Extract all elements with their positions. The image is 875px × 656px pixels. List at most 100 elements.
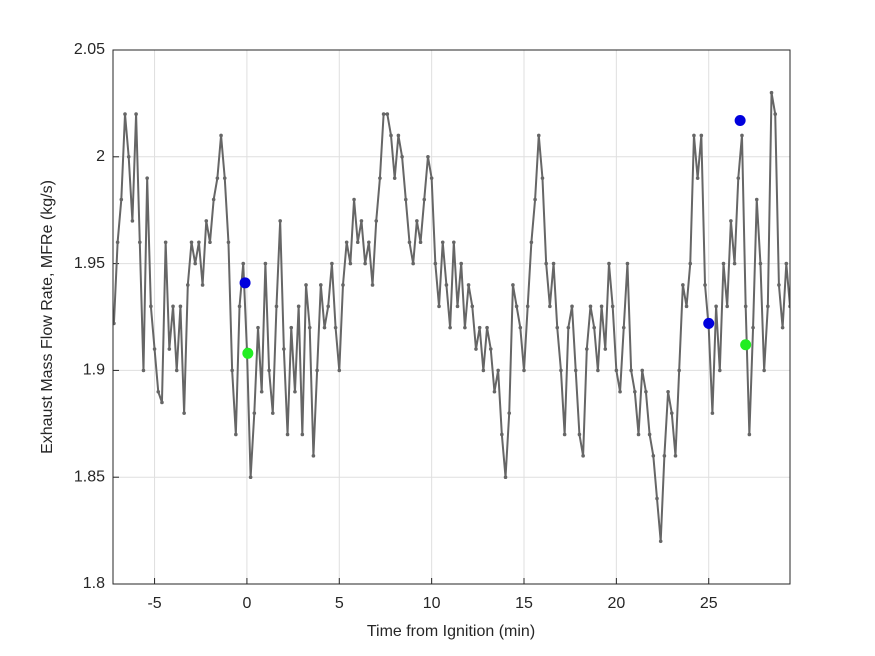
data-point (167, 347, 172, 351)
data-point (215, 176, 220, 180)
data-point (178, 304, 183, 309)
y-tick-label: 1.95 (74, 255, 105, 272)
data-point (418, 240, 423, 245)
data-point (389, 133, 393, 138)
data-point (123, 112, 127, 116)
data-point (559, 368, 563, 373)
data-point (330, 261, 334, 266)
data-point (566, 325, 571, 330)
data-point (374, 219, 379, 223)
data-point (507, 411, 512, 415)
data-point (322, 325, 327, 330)
data-point (352, 197, 356, 202)
data-point (211, 197, 216, 202)
data-point (396, 133, 401, 138)
data-point (259, 389, 264, 394)
data-point (688, 261, 693, 266)
data-point (666, 389, 670, 394)
data-point (599, 304, 604, 309)
data-point (511, 283, 515, 287)
data-point (729, 219, 733, 223)
data-point (596, 368, 600, 373)
data-point (743, 304, 748, 309)
data-point (525, 304, 530, 309)
y-tick-label: 1.9 (83, 362, 105, 379)
data-point (304, 283, 308, 287)
highlight-point (734, 114, 746, 126)
x-tick-label: 10 (423, 595, 441, 612)
data-point (149, 304, 153, 309)
data-point (610, 304, 615, 309)
data-point (754, 197, 759, 202)
x-tick-label: 25 (700, 595, 718, 612)
y-tick-label: 1.8 (83, 575, 105, 592)
data-point (585, 347, 589, 351)
data-point (444, 283, 449, 287)
data-point (692, 133, 696, 138)
y-tick-label: 2 (96, 148, 105, 165)
data-point (562, 432, 567, 437)
y-axis-label: Exhaust Mass Flow Rate, MFRe (kg/s) (39, 180, 56, 454)
data-point (186, 283, 190, 287)
data-point (359, 219, 364, 223)
data-point (289, 325, 294, 330)
data-point (171, 304, 175, 309)
data-point (618, 389, 622, 394)
series-line (113, 91, 790, 543)
data-point (636, 432, 641, 437)
data-point (780, 325, 785, 330)
data-point (481, 368, 486, 373)
data-point (662, 454, 667, 458)
data-point (319, 283, 323, 287)
data-point (725, 304, 729, 309)
data-point (115, 240, 120, 245)
data-point (113, 321, 116, 326)
axes-box (112, 49, 791, 585)
data-point (130, 219, 135, 223)
data-point (529, 240, 534, 245)
data-point (614, 368, 619, 373)
data-point (270, 411, 275, 415)
x-tick-label: 0 (242, 595, 251, 612)
data-point (551, 261, 556, 266)
data-point (440, 240, 445, 245)
data-point (263, 261, 268, 266)
data-point (522, 368, 526, 373)
data-point (219, 133, 223, 138)
data-point (208, 240, 212, 245)
data-point (315, 368, 319, 373)
data-point (455, 304, 460, 309)
data-point (714, 304, 718, 309)
y-tick-label: 2.05 (74, 41, 105, 58)
data-point (152, 347, 157, 351)
data-point (573, 368, 578, 373)
data-point (485, 325, 489, 330)
labels: Time from Ignition (min) Exhaust Mass Fl… (39, 41, 718, 640)
data-point (422, 197, 427, 202)
data-point (300, 432, 305, 437)
data-point (673, 454, 678, 458)
data-point (640, 368, 645, 373)
data-point (773, 112, 778, 116)
data-point (326, 304, 330, 309)
data-point (137, 240, 142, 245)
data-point (477, 325, 482, 330)
data-point (256, 325, 260, 330)
data-point (278, 219, 282, 223)
data-point (548, 304, 552, 309)
data-point (463, 325, 467, 330)
data-point (370, 283, 375, 287)
data-point (160, 400, 164, 405)
data-point (403, 197, 408, 202)
data-point (677, 368, 681, 373)
data-point (200, 283, 205, 287)
data-point (592, 325, 596, 330)
data-point (234, 432, 238, 437)
data-point (293, 389, 297, 394)
data-point (474, 347, 478, 351)
data-point (536, 133, 541, 138)
data-point (669, 411, 674, 415)
data-point (581, 454, 585, 458)
data-point (540, 176, 545, 180)
